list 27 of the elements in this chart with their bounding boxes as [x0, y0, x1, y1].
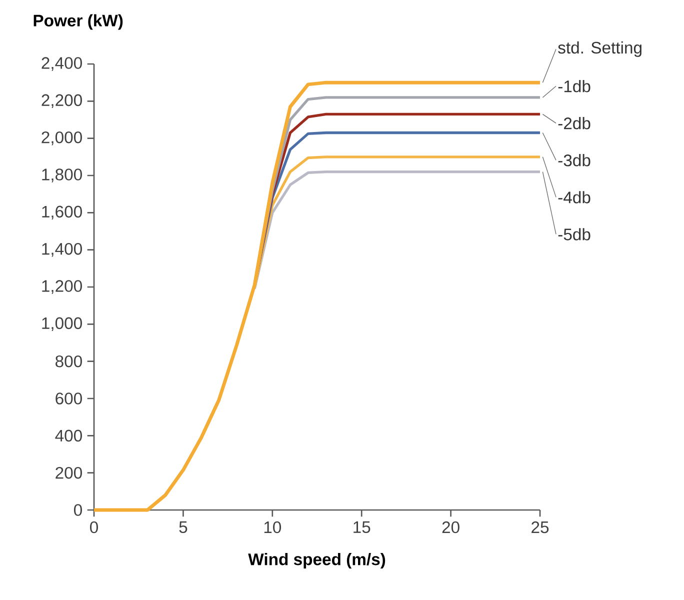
x-tick-label: 25 — [532, 521, 549, 534]
y-tick-label: 2,200 — [42, 94, 82, 108]
x-tick-label: 20 — [442, 521, 460, 534]
y-tick-label: 400 — [55, 430, 82, 442]
y-tick-label: 600 — [56, 392, 82, 404]
x-tick-label: 5 — [179, 521, 188, 534]
series-label: std. Setting — [558, 41, 642, 57]
y-tick-label: 1,600 — [42, 206, 82, 220]
y-tick-label: 200 — [56, 466, 82, 479]
x-tick-label: 0 — [90, 521, 98, 534]
series-label: -3db — [558, 154, 590, 166]
y-axis-title: Power (kW) — [34, 14, 123, 30]
y-tick-label: 1,200 — [42, 280, 82, 294]
y-tick-label: 1,400 — [42, 242, 82, 257]
y-tick-label: 800 — [56, 355, 82, 368]
text: -4db — [558, 191, 590, 204]
y-tick-label: 2,400 — [42, 57, 82, 71]
y-tick-label: 0 — [74, 504, 82, 516]
y-tick-label: 2,000 — [42, 131, 82, 146]
text: -5db — [558, 228, 590, 240]
x-tick-label: 15 — [354, 521, 370, 534]
x-tick-label: 10 — [264, 521, 282, 534]
y-tick-label: 1,000 — [42, 317, 82, 332]
series-label: -1db — [558, 80, 590, 92]
x-axis-title: Wind speed (m/s) — [248, 552, 386, 569]
series-label: -2db — [558, 117, 590, 130]
y-tick-label: 1,800 — [42, 168, 82, 182]
